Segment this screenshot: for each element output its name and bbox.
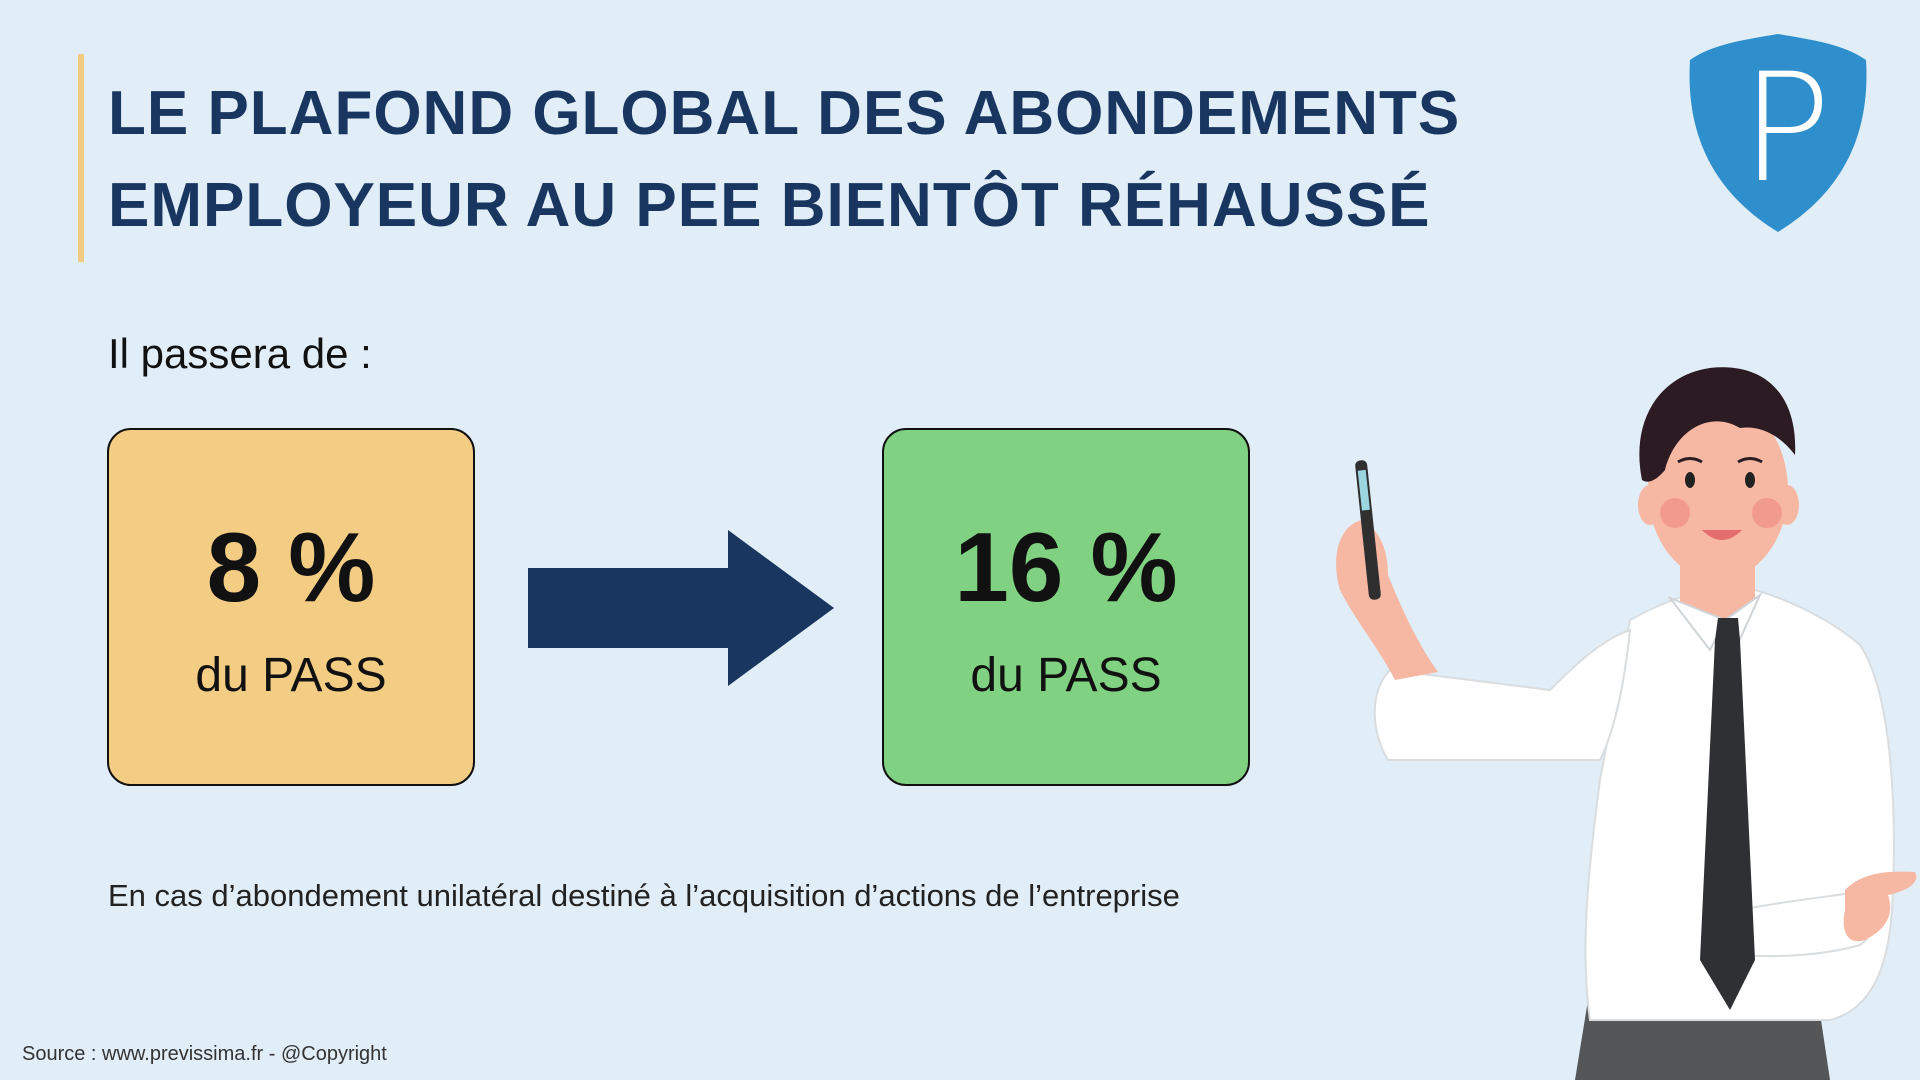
to-unit: du PASS [970, 649, 1162, 702]
intro-text: Il passera de : [108, 330, 372, 377]
source-credit: Source : www.previssima.fr - @Copyright [22, 1043, 387, 1065]
page-title: LE PLAFOND GLOBAL DES ABONDEMENTS EMPLOY… [108, 68, 1608, 252]
title-line-2: EMPLOYEUR AU PEE BIENTÔT RÉHAUSSÉ [108, 171, 1431, 240]
title-line-1: LE PLAFOND GLOBAL DES ABONDEMENTS [108, 79, 1461, 148]
logo-letter: P [1741, 42, 1831, 216]
footnote-text: En cas d’abondement unilatéral destiné à… [108, 878, 1180, 913]
from-value-box: 8 % du PASS [107, 428, 475, 786]
title-accent-bar [78, 54, 84, 262]
presenter-illustration [1336, 367, 1917, 1080]
from-unit: du PASS [195, 649, 387, 702]
to-value-box: 16 % du PASS [882, 428, 1250, 786]
arrow-right-icon [528, 530, 834, 686]
to-value: 16 % [954, 512, 1178, 622]
logo-shield-icon: P [1689, 34, 1867, 232]
from-value: 8 % [206, 512, 376, 622]
